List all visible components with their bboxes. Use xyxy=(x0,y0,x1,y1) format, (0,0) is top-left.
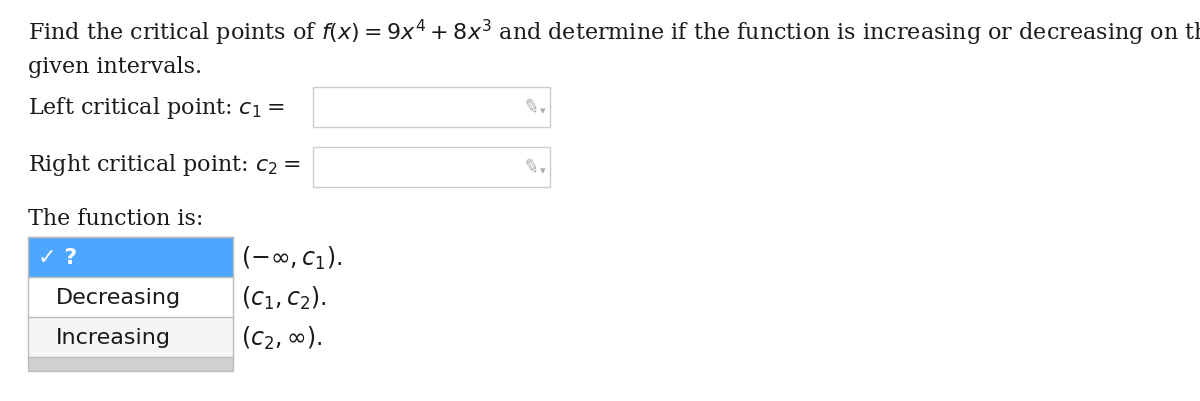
Text: $(-\infty, c_1).$: $(-\infty, c_1).$ xyxy=(241,244,342,271)
Text: Increasing: Increasing xyxy=(56,327,172,347)
Text: Find the critical points of $f(x) = 9x^4 + 8x^3$ and determine if the function i: Find the critical points of $f(x) = 9x^4… xyxy=(28,18,1200,48)
Bar xyxy=(313,148,550,188)
Text: $(c_2, \infty).$: $(c_2, \infty).$ xyxy=(241,324,323,351)
Text: ▾: ▾ xyxy=(540,166,546,176)
Bar xyxy=(28,357,233,371)
Text: The function is:: The function is: xyxy=(28,207,203,229)
Text: ▾: ▾ xyxy=(540,106,546,116)
Bar xyxy=(28,277,233,317)
Text: ✎: ✎ xyxy=(520,156,540,179)
Text: Left critical point: $c_1 =$: Left critical point: $c_1 =$ xyxy=(28,95,284,121)
Text: Right critical point: $c_2 =$: Right critical point: $c_2 =$ xyxy=(28,152,300,178)
Bar xyxy=(28,237,233,371)
Bar xyxy=(28,317,233,357)
Text: $(c_1, c_2).$: $(c_1, c_2).$ xyxy=(241,284,326,311)
Text: given intervals.: given intervals. xyxy=(28,56,202,78)
Text: ✎: ✎ xyxy=(520,97,540,119)
Bar xyxy=(313,88,550,128)
Text: ✓ ?: ✓ ? xyxy=(38,247,77,267)
Bar xyxy=(28,237,233,277)
Text: Decreasing: Decreasing xyxy=(56,287,181,307)
